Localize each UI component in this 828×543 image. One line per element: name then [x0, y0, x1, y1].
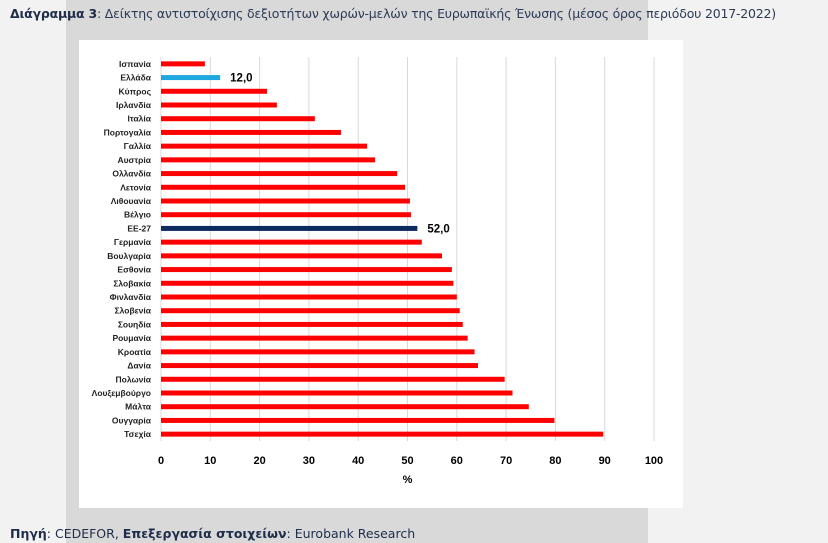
bar: [161, 129, 341, 135]
y-tick-label: Σλοβενία: [115, 306, 152, 316]
x-tick-label: 40: [352, 455, 364, 467]
x-tick-label: 20: [253, 455, 265, 467]
y-tick-label: Πολωνία: [116, 374, 152, 384]
bar: [161, 431, 604, 437]
bar: [161, 335, 468, 341]
y-tick-label: Κροατία: [118, 347, 152, 357]
y-tick-label: Αυστρία: [117, 155, 151, 165]
bar: [161, 116, 315, 122]
x-tick-label: 70: [500, 455, 512, 467]
source-note: Πηγή: CEDEFOR, Επεξεργασία στοιχείων: Eu…: [10, 526, 415, 541]
bar: [161, 363, 478, 369]
bar: [161, 184, 406, 190]
y-tick-label: Ισπανία: [119, 59, 152, 69]
y-tick-label: Μάλτα: [125, 402, 152, 412]
y-tick-label: Λιθουανία: [111, 196, 152, 206]
title-label: Διάγραμμα 3: [10, 6, 98, 21]
bar: [161, 390, 513, 396]
x-tick-label: 90: [599, 455, 611, 467]
bar: [161, 102, 277, 108]
y-tick-label: Ελλάδα: [120, 73, 151, 83]
y-tick-label: Ουγγαρία: [112, 415, 152, 425]
y-tick-label: Τσεχία: [124, 429, 152, 439]
y-tick-label: Ιταλία: [128, 114, 152, 124]
y-tick-label: Κύπρος: [119, 86, 152, 96]
y-tick-label: Λουξεμβούργο: [92, 388, 151, 398]
bar: [161, 143, 368, 149]
bar: [161, 75, 221, 81]
y-tick-label: Γαλλία: [124, 141, 152, 151]
chart-title: Διάγραμμα 3: Δείκτης αντιστοίχισης δεξιο…: [10, 6, 776, 21]
y-tick-label: Γερμανία: [114, 237, 152, 247]
y-tick-label: Βουλγαρία: [107, 251, 152, 261]
bar: [161, 349, 475, 355]
bar: [161, 404, 529, 410]
title-text: : Δείκτης αντιστοίχισης δεξιοτήτων χωρών…: [97, 6, 776, 21]
y-tick-label: Ολλανδία: [112, 169, 151, 179]
bar: [161, 253, 443, 259]
x-tick-label: 50: [401, 455, 413, 467]
x-tick-label: 10: [204, 455, 216, 467]
bar: [161, 225, 418, 231]
bar: [161, 376, 505, 382]
bar: [161, 61, 205, 67]
bar: [161, 88, 267, 94]
bar: [161, 417, 555, 423]
source-label: Πηγή: [10, 526, 47, 541]
y-tick-label: Ρουμανία: [112, 333, 151, 343]
bar: [161, 212, 411, 218]
x-tick-label: 80: [549, 455, 561, 467]
y-tick-label: Εσθονία: [117, 265, 151, 275]
data-label: 12,0: [230, 73, 252, 85]
bar: [161, 157, 375, 163]
bar: [161, 198, 410, 204]
processing-label: Επεξεργασία στοιχείων: [122, 526, 287, 541]
x-tick-label: 60: [451, 455, 463, 467]
x-tick-label: 30: [303, 455, 315, 467]
y-tick-label: Ιρλανδία: [116, 100, 152, 110]
y-tick-label: Σλοβακία: [113, 278, 151, 288]
y-tick-label: ΕΕ-27: [127, 223, 151, 233]
y-tick-label: Βέλγιο: [124, 210, 151, 220]
data-label: 52,0: [427, 223, 449, 235]
y-tick-label: Σουηδία: [118, 319, 152, 329]
bar: [161, 294, 457, 300]
y-tick-label: Φινλανδία: [110, 292, 152, 302]
y-tick-label: Πορτογαλία: [104, 127, 152, 137]
bar: [161, 239, 422, 245]
processing-text: : Eurobank Research: [286, 526, 416, 541]
bar: [161, 171, 398, 177]
x-tick-label: 0: [158, 455, 164, 467]
y-tick-label: Δανία: [127, 361, 151, 371]
source-text: : CEDEFOR,: [46, 526, 123, 541]
bar: [161, 280, 454, 286]
bar: [161, 267, 452, 273]
bar: [161, 308, 460, 314]
bar: [161, 321, 463, 327]
y-tick-label: Λετονία: [120, 182, 152, 192]
x-tick-label: 100: [645, 455, 663, 467]
x-axis-label: %: [403, 474, 413, 486]
